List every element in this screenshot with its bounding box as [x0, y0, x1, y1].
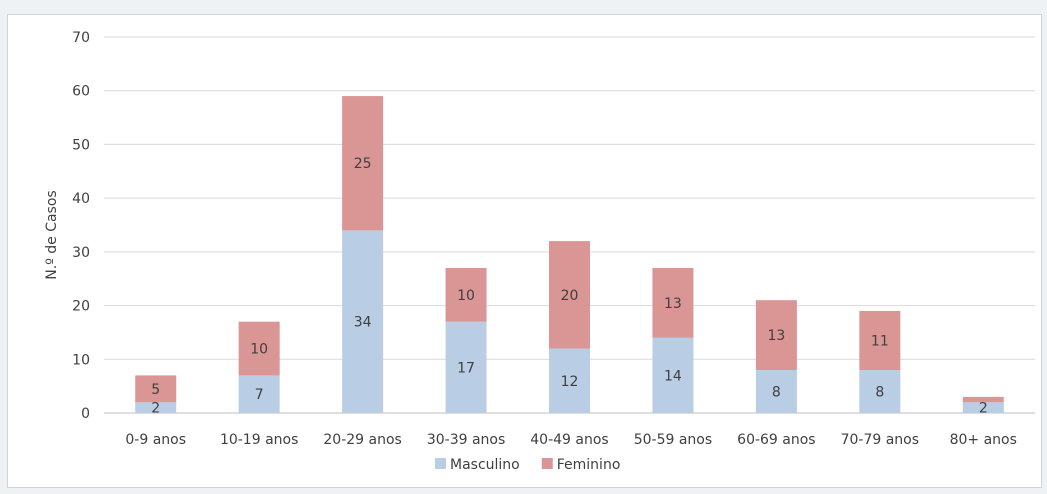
legend-swatch-masculino: [435, 458, 446, 469]
legend-swatch-feminino: [541, 458, 553, 469]
x-tick-label: 40-49 anos: [530, 432, 608, 448]
bar-masculino-6: [755, 370, 797, 413]
data-label-masculino-4: 12: [561, 374, 579, 390]
bar-masculino-0: [135, 402, 177, 413]
y-tick-label: 0: [81, 406, 90, 422]
data-label-masculino-7: 8: [875, 385, 884, 401]
bar-masculino-8: [962, 402, 1004, 413]
x-tick-label: 70-79 anos: [841, 432, 919, 448]
data-label-feminino-1: 10: [250, 342, 268, 358]
legend-label-masculino: Masculino: [450, 457, 520, 473]
data-label-feminino-6: 13: [767, 328, 785, 344]
x-tick-label: 10-19 anos: [220, 432, 298, 448]
data-label-masculino-5: 14: [664, 368, 682, 384]
bar-feminino-6: [755, 300, 797, 371]
x-tick-label: 0-9 anos: [125, 432, 186, 448]
bar-masculino-3: [445, 321, 487, 413]
bar-feminino-7: [859, 310, 901, 371]
x-tick-label: 20-29 anos: [323, 432, 401, 448]
data-label-masculino-2: 34: [354, 315, 372, 331]
legend: Masculino Feminino: [435, 457, 620, 473]
data-label-masculino-8: 2: [979, 401, 988, 417]
bar-masculino-1: [238, 375, 280, 413]
data-label-feminino-5: 13: [664, 296, 682, 312]
data-label-feminino-3: 10: [457, 288, 475, 304]
legend-label-feminino: Feminino: [557, 457, 621, 473]
y-axis-ticks: 0 10 20 30 40 50 60 70: [72, 30, 90, 422]
y-tick-label: 50: [72, 137, 90, 153]
data-label-feminino-0: 5: [151, 382, 160, 398]
bar-feminino-0: [135, 375, 177, 403]
data-label-masculino-1: 7: [255, 387, 264, 403]
data-label-feminino-2: 25: [354, 156, 372, 172]
x-tick-label: 50-59 anos: [634, 432, 712, 448]
bar-feminino-3: [445, 267, 487, 322]
x-axis-ticks: 0-9 anos 10-19 anos 20-29 anos 30-39 anos 40…: [125, 432, 1017, 448]
y-tick-label: 70: [72, 30, 90, 46]
bar-feminino-1: [238, 321, 280, 376]
y-tick-label: 20: [72, 299, 90, 315]
x-tick-label: 60-69 anos: [737, 432, 815, 448]
bar-masculino-7: [859, 370, 901, 413]
x-tick-label: 30-39 anos: [427, 432, 505, 448]
y-axis-title: N.º de Casos: [44, 190, 60, 279]
bar-masculino-5: [652, 337, 694, 413]
bar-feminino-5: [652, 267, 694, 338]
data-label-masculino-6: 8: [772, 385, 781, 401]
bar-feminino-4: [549, 241, 590, 349]
data-label-masculino-0: 2: [151, 401, 160, 417]
y-tick-label: 40: [72, 191, 90, 207]
y-tick-label: 60: [72, 84, 90, 100]
data-label-feminino-7: 11: [871, 333, 889, 349]
bar-feminino-8: [962, 396, 1004, 403]
x-tick-label: 80+ anos: [950, 432, 1017, 448]
data-label-feminino-4: 20: [561, 288, 579, 304]
chart-frame: 0 10 20 30 40 50 60 70 N.º de Casos 2 5 7 10 34 25 17…: [7, 14, 1042, 488]
y-tick-label: 30: [72, 245, 90, 261]
bar-masculino-4: [549, 348, 590, 413]
bars: [135, 96, 1004, 413]
data-label-masculino-3: 17: [457, 360, 475, 376]
bar-feminino-2: [342, 96, 384, 231]
y-tick-label: 10: [72, 352, 90, 368]
bar-masculino-2: [342, 230, 384, 413]
